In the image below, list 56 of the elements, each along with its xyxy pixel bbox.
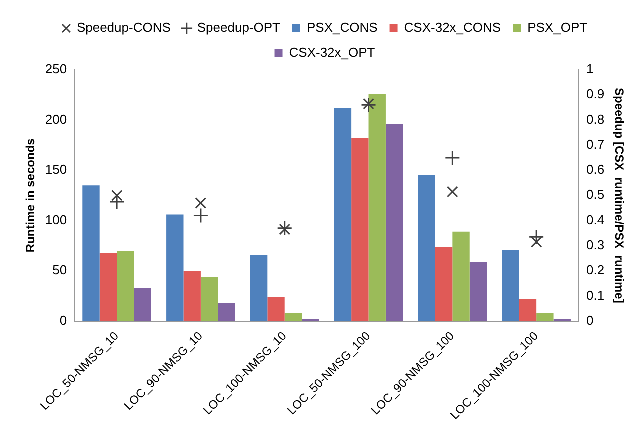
bar <box>452 232 470 322</box>
y2-tick-label: 0.7 <box>586 136 605 152</box>
y2-tick-label: 0.6 <box>586 162 605 178</box>
bar <box>536 313 554 322</box>
bar <box>418 176 436 322</box>
y2-tick-label: 1 <box>586 62 594 77</box>
bar <box>268 297 285 322</box>
bar <box>200 277 218 322</box>
y2-tick-label: 0.2 <box>586 262 605 278</box>
point <box>528 229 544 245</box>
bar <box>134 288 152 322</box>
point <box>363 98 374 110</box>
y2-tick-label: 0.9 <box>586 86 605 102</box>
y-tick-label: 50 <box>52 262 68 278</box>
y-axis-title: Runtime in seconds <box>24 138 38 253</box>
bar <box>352 138 369 322</box>
y-tick-label: 250 <box>45 62 68 77</box>
bar <box>386 124 404 322</box>
legend-label: Speedup-OPT <box>197 20 281 36</box>
point <box>277 220 293 236</box>
bar <box>184 271 201 322</box>
point <box>279 224 291 236</box>
y2-tick-label: 0.4 <box>586 212 605 228</box>
legend-label: PSX_CONS <box>306 20 378 36</box>
bar <box>502 250 520 322</box>
point <box>444 150 460 166</box>
bar <box>368 94 386 322</box>
y2-tick-label: 0.3 <box>586 238 605 253</box>
y2-axis-title: Speedup [CSX_runtime/PSX_runtime] <box>612 88 626 304</box>
y2-tick-label: 0 <box>586 312 594 328</box>
y-tick-label: 100 <box>45 212 68 228</box>
legend-label: CSX-32x_CONS <box>404 20 502 36</box>
bar <box>470 262 488 322</box>
bar <box>519 299 537 322</box>
legend-label: CSX-32x_OPT <box>289 45 376 60</box>
bar <box>100 252 118 322</box>
y-tick-label: 200 <box>45 112 68 127</box>
bar <box>166 214 184 322</box>
bar <box>250 254 268 322</box>
bar <box>284 313 302 322</box>
y-tick-label: 150 <box>45 162 68 178</box>
point <box>446 186 458 198</box>
point <box>361 97 377 113</box>
y-tick-label: 0 <box>60 312 68 328</box>
bar <box>218 303 236 322</box>
bar <box>334 108 352 322</box>
legend-label: Speedup-CONS <box>76 20 172 36</box>
bar <box>435 246 453 322</box>
y2-tick-label: 0.1 <box>586 288 605 303</box>
point <box>195 198 207 209</box>
bar <box>82 186 100 322</box>
bar <box>117 250 134 322</box>
legend-label: PSX_OPT <box>528 20 588 36</box>
y2-tick-label: 0.8 <box>586 112 605 127</box>
y2-tick-label: 0.5 <box>586 187 605 202</box>
point <box>193 208 209 224</box>
